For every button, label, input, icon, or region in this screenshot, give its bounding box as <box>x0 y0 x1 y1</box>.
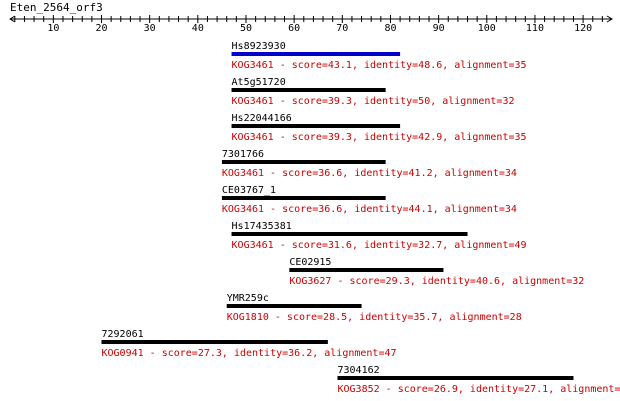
hit-name[interactable]: Hs8923930 <box>232 41 286 52</box>
hit-row[interactable]: Hs22044166 KOG3461 - score=39.3, identity… <box>231 113 527 143</box>
hit-detail: KOG0941 - score=27.3, identity=36.2, ali… <box>102 348 397 359</box>
hit-name[interactable]: At5g51720 <box>232 77 286 88</box>
hit-row[interactable]: CE03767_1 KOG3461 - score=36.6, identity=… <box>221 185 517 215</box>
ruler-axis: 10 20 30 40 50 60 70 80 90 100 110 120 <box>9 15 613 34</box>
query-title: Eten_2564_orf3 <box>10 1 103 14</box>
hit-row[interactable]: CE02915 KOG3627 - score=29.3, identity=40… <box>289 257 584 287</box>
hit-detail: KOG3852 - score=26.9, identity=27.1, ali… <box>337 384 620 395</box>
hit-detail: KOG3461 - score=31.6, identity=32.7, ali… <box>232 240 527 251</box>
hit-list: Hs8923930 KOG3461 - score=43.1, identity=… <box>101 41 620 395</box>
hit-bar[interactable] <box>221 196 386 200</box>
hit-bar[interactable] <box>231 88 386 92</box>
ruler-tick-label: 90 <box>433 23 445 34</box>
ruler-tick-label: 30 <box>144 23 156 34</box>
hit-row[interactable]: YMR259c KOG1810 - score=28.5, identity=35… <box>226 293 522 323</box>
hit-row[interactable]: 7292061 KOG0941 - score=27.3, identity=36… <box>101 329 397 359</box>
ruler-right-arrow-icon <box>606 15 613 23</box>
hit-detail: KOG3461 - score=36.6, identity=41.2, ali… <box>222 168 517 179</box>
ruler-tick-label: 60 <box>288 23 300 34</box>
hit-name[interactable]: 7301766 <box>222 149 264 160</box>
hit-name[interactable]: YMR259c <box>227 293 269 304</box>
hit-bar[interactable] <box>101 340 328 344</box>
hit-row[interactable]: Hs8923930 KOG3461 - score=43.1, identity=… <box>231 41 527 71</box>
hit-row[interactable]: Hs17435381 KOG3461 - score=31.6, identity… <box>231 221 527 251</box>
hit-bar[interactable] <box>231 124 401 128</box>
ruler-left-arrow-icon <box>9 15 16 23</box>
hit-name[interactable]: CE03767_1 <box>222 185 276 196</box>
hit-row[interactable]: At5g51720 KOG3461 - score=39.3, identity=… <box>231 77 515 107</box>
ruler-tick-label: 120 <box>574 23 592 34</box>
hit-row[interactable]: 7301766 KOG3461 - score=36.6, identity=41… <box>221 149 517 179</box>
hit-detail: KOG3461 - score=39.3, identity=50, align… <box>232 96 515 107</box>
hit-detail: KOG3627 - score=29.3, identity=40.6, ali… <box>289 276 584 287</box>
hit-bar[interactable] <box>289 268 444 272</box>
hit-name[interactable]: CE02915 <box>289 257 331 268</box>
hit-detail: KOG3461 - score=39.3, identity=42.9, ali… <box>232 132 527 143</box>
hit-bar[interactable] <box>337 376 574 380</box>
hit-detail: KOG3461 - score=43.1, identity=48.6, ali… <box>232 60 527 71</box>
ruler-tick-label: 110 <box>526 23 544 34</box>
ruler-tick-label: 50 <box>240 23 252 34</box>
hit-bar[interactable] <box>231 232 468 236</box>
ruler-tick-label: 80 <box>384 23 396 34</box>
ruler-tick-label: 20 <box>95 23 107 34</box>
hit-bar[interactable] <box>226 304 362 308</box>
hit-name[interactable]: 7304162 <box>337 365 379 376</box>
hit-name[interactable]: Hs17435381 <box>232 221 292 232</box>
hit-name[interactable]: 7292061 <box>102 329 144 340</box>
hit-bar[interactable] <box>221 160 386 164</box>
hit-name[interactable]: Hs22044166 <box>232 113 292 124</box>
hit-bar[interactable] <box>231 52 401 56</box>
ruler-tick-label: 40 <box>192 23 204 34</box>
hit-row[interactable]: 7304162 KOG3852 - score=26.9, identity=27… <box>337 365 620 395</box>
ruler-tick-label: 100 <box>478 23 496 34</box>
hit-detail: KOG1810 - score=28.5, identity=35.7, ali… <box>227 312 522 323</box>
hit-detail: KOG3461 - score=36.6, identity=44.1, ali… <box>222 204 517 215</box>
ruler-tick-label: 10 <box>47 23 59 34</box>
ruler-tick-label: 70 <box>336 23 348 34</box>
